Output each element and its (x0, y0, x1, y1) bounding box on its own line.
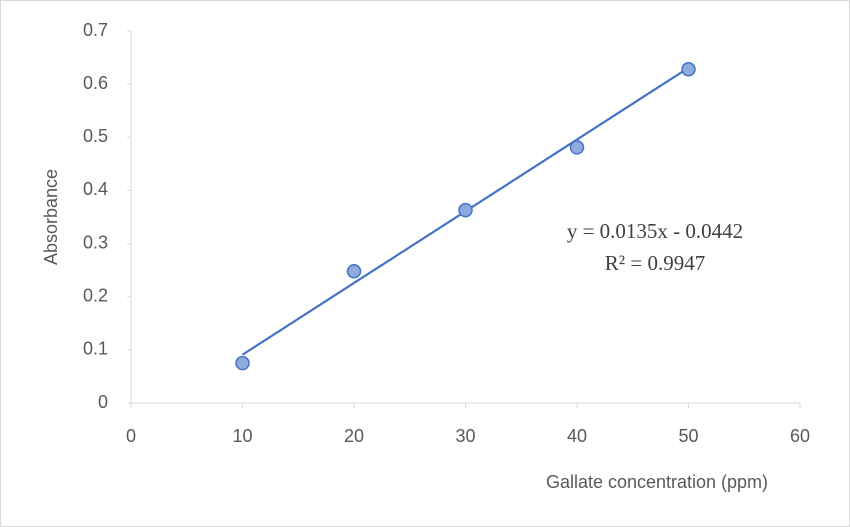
x-axis-title: Gallate concentration (ppm) (546, 472, 768, 492)
trendline-equation: y = 0.0135x - 0.0442 (567, 219, 743, 243)
y-tick-label: 0.5 (83, 126, 108, 146)
x-tick-label: 10 (232, 426, 252, 446)
x-tick-label: 30 (455, 426, 475, 446)
data-point (458, 202, 473, 218)
y-axis-title: Absorbance (41, 169, 61, 265)
data-point (346, 263, 362, 279)
x-tick-label: 20 (344, 426, 364, 446)
y-tick-label: 0.7 (83, 20, 108, 40)
y-tick-label: 0.4 (83, 179, 108, 199)
x-tick-label: 50 (678, 426, 698, 446)
x-tick-label: 0 (126, 426, 136, 446)
data-point (235, 355, 250, 371)
x-tick-label: 40 (567, 426, 587, 446)
y-tick-label: 0.6 (83, 73, 108, 93)
trendline-r2: R² = 0.9947 (605, 251, 705, 275)
data-point (681, 62, 696, 77)
y-tick-label: 0.3 (83, 232, 108, 252)
x-tick-label: 60 (790, 426, 810, 446)
y-tick-label: 0 (98, 392, 108, 412)
y-tick-label: 0.1 (83, 339, 108, 359)
data-point (569, 140, 585, 155)
y-tick-label: 0.2 (83, 285, 108, 305)
